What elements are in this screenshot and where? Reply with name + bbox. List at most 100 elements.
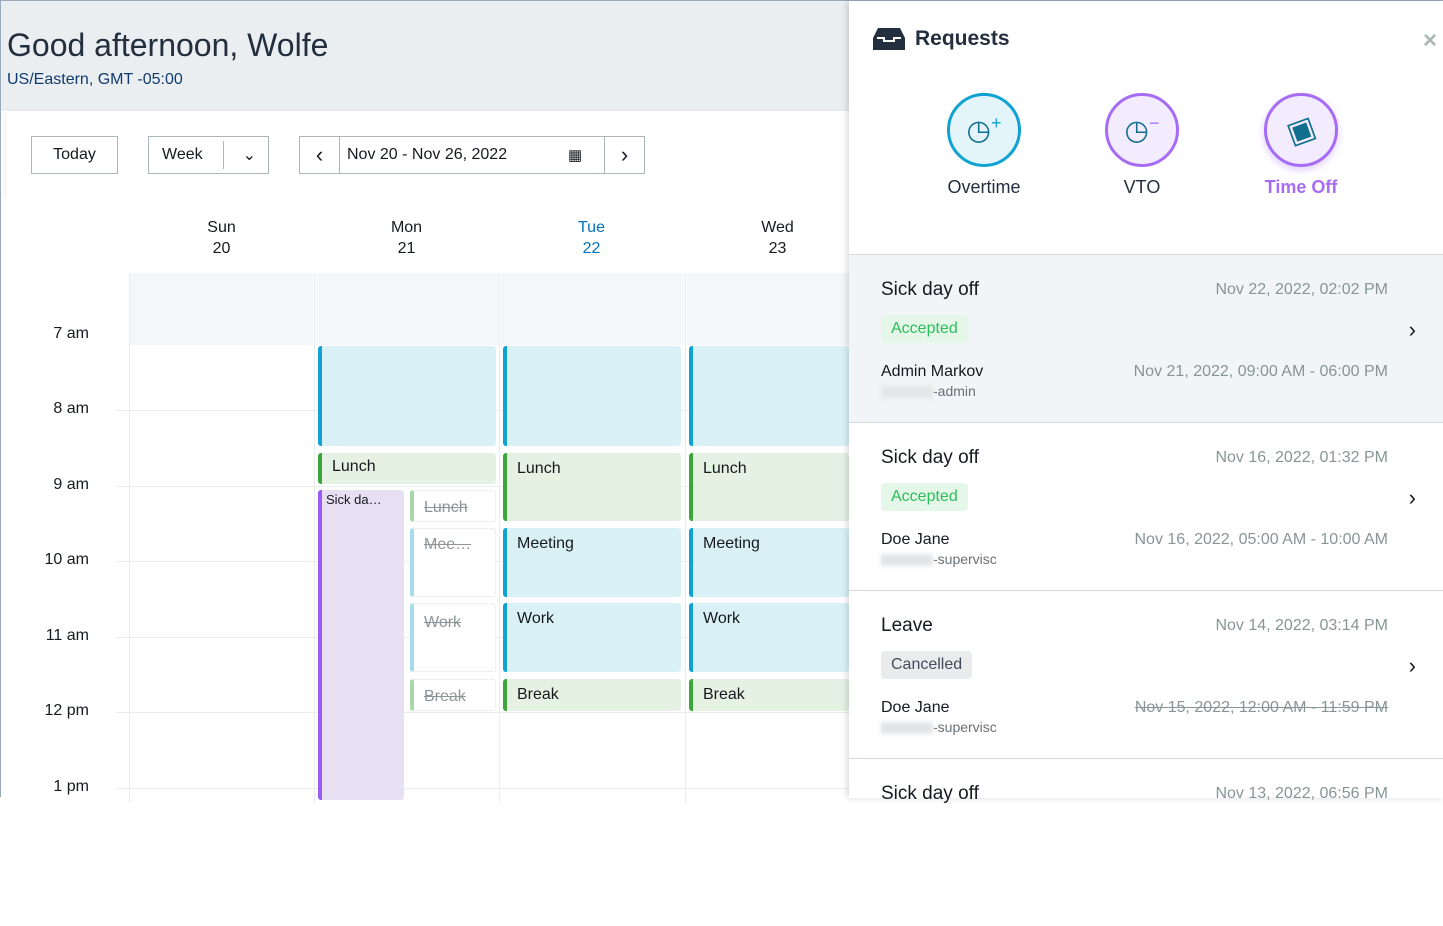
request-range: Nov 15, 2022, 12:00 AM - 11:59 PM — [1134, 699, 1388, 716]
next-week-button[interactable]: › — [604, 137, 644, 173]
time-off-button[interactable]: ▣ — [1264, 93, 1338, 167]
overtime-button[interactable]: ◷+ — [947, 93, 1021, 167]
hour-line — [116, 788, 849, 789]
work-event[interactable] — [318, 346, 496, 446]
break-event[interactable]: Break — [689, 679, 849, 711]
cancelled-break-event[interactable]: Break — [410, 679, 496, 711]
lunch-event[interactable]: Lunch — [689, 453, 849, 521]
time-label: 7 am — [53, 325, 89, 342]
work-event[interactable] — [503, 346, 681, 446]
overtime-label[interactable]: Overtime — [947, 177, 1021, 197]
time-label: 9 am — [53, 476, 89, 493]
lunch-event[interactable]: Lunch — [318, 453, 496, 484]
panel-title: Requests — [915, 27, 1010, 50]
cancelled-lunch-event[interactable]: Lunch — [410, 490, 496, 522]
time-label: 10 am — [44, 551, 89, 568]
chevron-right-icon[interactable]: › — [1408, 317, 1416, 342]
meeting-event[interactable]: Meeting — [503, 528, 681, 597]
request-created: Nov 13, 2022, 06:56 PM — [1215, 785, 1388, 802]
status-badge: Cancelled — [881, 651, 973, 679]
requester-role: -admin — [881, 383, 976, 399]
requests-panel: Requests × ◷+ Overtime ◷− VTO ▣ Time Off… — [849, 1, 1443, 804]
day-header-tue[interactable]: Tue 22 — [499, 217, 684, 259]
time-label: 12 pm — [44, 702, 89, 719]
request-created: Nov 22, 2022, 02:02 PM — [1215, 281, 1388, 298]
hour-line — [116, 712, 849, 713]
break-event[interactable]: Break — [503, 679, 681, 711]
hour-line — [116, 486, 849, 487]
inbox-icon — [873, 28, 905, 50]
requester-name: Admin Markov — [881, 363, 984, 380]
timezone: US/Eastern, GMT -05:00 — [7, 71, 183, 88]
request-range: Nov 21, 2022, 09:00 AM - 06:00 PM — [1133, 363, 1388, 380]
clock-minus-icon: ◷− — [1124, 113, 1160, 146]
day-number: 21 — [397, 240, 416, 257]
requester-role: -supervisc — [881, 719, 997, 735]
day-header-mon[interactable]: Mon 21 — [314, 217, 499, 259]
request-created: Nov 14, 2022, 03:14 PM — [1215, 617, 1388, 634]
chevron-down-icon: ⌄ — [242, 147, 256, 164]
calendar-icon[interactable]: ▦ — [568, 147, 583, 164]
all-day-cell — [129, 273, 313, 345]
request-range: Nov 16, 2022, 05:00 AM - 10:00 AM — [1134, 531, 1389, 548]
day-name: Sun — [207, 219, 236, 236]
calendar-x-icon: ▣ — [1282, 109, 1320, 151]
all-day-cell — [501, 273, 684, 345]
all-day-cell — [687, 273, 849, 345]
request-type: Sick day off — [881, 783, 979, 804]
chevron-right-icon[interactable]: › — [1408, 485, 1416, 510]
column-divider — [129, 273, 130, 803]
work-event[interactable] — [689, 346, 849, 446]
day-number: 20 — [212, 240, 231, 257]
view-select[interactable]: Week ⌄ — [148, 136, 269, 174]
work-event[interactable]: Work — [689, 603, 849, 672]
day-number: 23 — [768, 240, 787, 257]
requester-name: Doe Jane — [881, 699, 950, 716]
status-badge: Accepted — [881, 483, 968, 511]
column-divider — [314, 273, 315, 803]
chevron-right-icon[interactable]: › — [1408, 653, 1416, 678]
vto-label[interactable]: VTO — [1123, 177, 1161, 197]
column-divider — [685, 273, 686, 803]
close-icon[interactable]: × — [1423, 27, 1438, 54]
request-card[interactable]: Leave Nov 14, 2022, 03:14 PM Cancelled D… — [849, 590, 1443, 758]
day-name: Mon — [390, 219, 423, 236]
date-range-picker[interactable]: ‹ Nov 20 - Nov 26, 2022 ▦ › — [299, 136, 645, 174]
column-divider — [499, 273, 500, 803]
request-type: Sick day off — [881, 447, 979, 468]
cancelled-work-event[interactable]: Work — [410, 603, 496, 672]
work-event[interactable]: Work — [503, 603, 681, 672]
vto-button[interactable]: ◷− — [1105, 93, 1179, 167]
today-button[interactable]: Today — [31, 136, 118, 174]
time-off-label[interactable]: Time Off — [1264, 177, 1338, 197]
lunch-event[interactable]: Lunch — [503, 453, 681, 521]
view-value: Week — [162, 146, 203, 163]
requester-role: -supervisc — [881, 551, 997, 567]
previous-week-button[interactable]: ‹ — [300, 137, 340, 173]
clock-plus-icon: ◷+ — [966, 113, 1002, 146]
request-card[interactable]: Sick day off Nov 16, 2022, 01:32 PM Acce… — [849, 422, 1443, 590]
time-label: 8 am — [53, 400, 89, 417]
request-created: Nov 16, 2022, 01:32 PM — [1215, 449, 1388, 466]
time-label: 11 am — [45, 627, 89, 644]
sick-day-event[interactable]: Sick da… — [318, 490, 404, 800]
request-type: Sick day off — [881, 279, 979, 300]
request-card[interactable]: Sick day off Nov 22, 2022, 02:02 PM Acce… — [849, 254, 1443, 422]
day-name: Tue — [578, 219, 605, 236]
day-header-wed[interactable]: Wed 23 — [685, 217, 870, 259]
day-number: 22 — [582, 240, 601, 257]
status-badge: Accepted — [881, 315, 968, 343]
day-name: Wed — [761, 219, 794, 236]
request-card[interactable]: Sick day off Nov 13, 2022, 06:56 PM — [849, 758, 1443, 926]
week-calendar: Sun 20 Mon 21 Tue 22 Wed 23 7 am 8 am 9 am 1… — [1, 199, 849, 803]
request-type: Leave — [881, 615, 933, 636]
date-range-value: Nov 20 - Nov 26, 2022 — [347, 146, 508, 163]
time-label: 1 pm — [53, 778, 89, 795]
cancelled-meeting-event[interactable]: Mee… — [410, 528, 496, 597]
calendar-toolbar: Today Week ⌄ ‹ Nov 20 - Nov 26, 2022 ▦ › — [6, 111, 849, 199]
header: Good afternoon, Wolfe US/Eastern, GMT -0… — [1, 1, 849, 111]
meeting-event[interactable]: Meeting — [689, 528, 849, 597]
day-header-sun[interactable]: Sun 20 — [129, 217, 314, 259]
greeting: Good afternoon, Wolfe — [7, 27, 329, 63]
requester-name: Doe Jane — [881, 531, 950, 548]
